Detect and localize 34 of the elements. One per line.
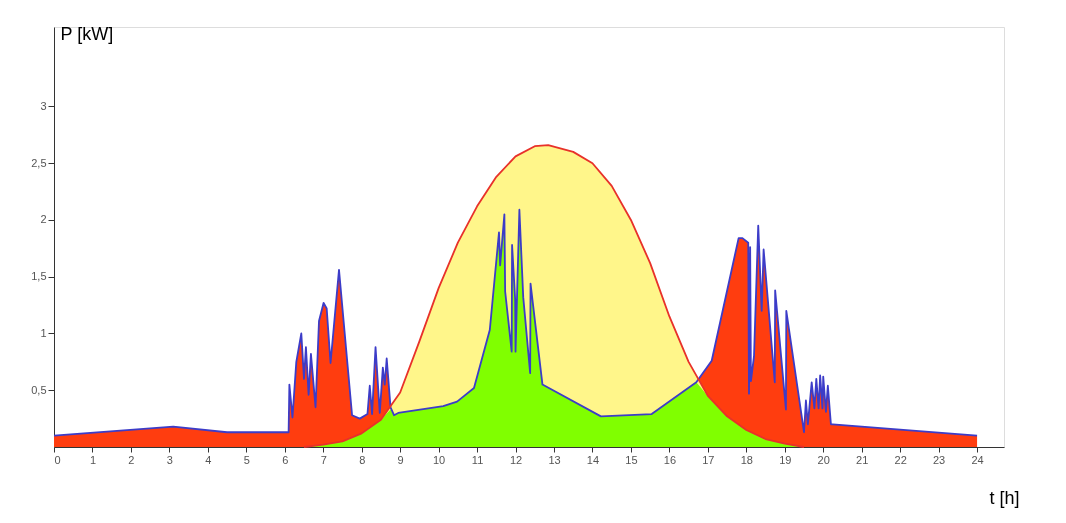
y-tick-label: 2 [40,213,47,226]
x-tick-label: 3 [166,453,173,466]
line-series [303,144,805,448]
x-tick-label: 19 [779,453,792,466]
y-tick-label: 0,5 [31,383,47,396]
x-tick-label: 24 [971,453,984,466]
x-tick-label: 2 [128,453,135,466]
x-tick-label: 13 [548,453,561,466]
x-tick-label: 20 [817,453,830,466]
x-tick-label: 10 [432,453,446,466]
x-tick-label: 21 [856,453,869,466]
x-tick-label: 5 [243,453,250,466]
y-tick-label: 3 [40,99,47,112]
y-axis-title: P [kW] [60,23,114,44]
x-tick-label: 8 [359,453,366,466]
x-tick-label: 12 [509,453,523,466]
y-tick-label: 2,5 [31,156,47,169]
y-tick-label: 1 [40,326,47,339]
x-tick-label: 14 [586,453,600,466]
x-tick-label: 0 [54,453,61,466]
x-tick-label: 18 [740,453,753,466]
x-tick-label: 23 [932,453,946,466]
x-axis-title: t [h] [989,487,1020,508]
y-tick-label: 1,5 [31,270,47,283]
x-tick-label: 17 [702,453,715,466]
x-tick-label: 6 [282,453,289,466]
x-tick-label: 15 [625,453,638,466]
x-tick-label: 4 [205,453,212,466]
x-tick-label: 11 [471,453,484,466]
x-tick-label: 16 [663,453,677,466]
x-tick-label: 1 [89,453,97,466]
x-tick-label: 7 [320,453,327,466]
x-tick-label: 9 [397,453,404,466]
x-tick-label: 22 [894,453,907,466]
